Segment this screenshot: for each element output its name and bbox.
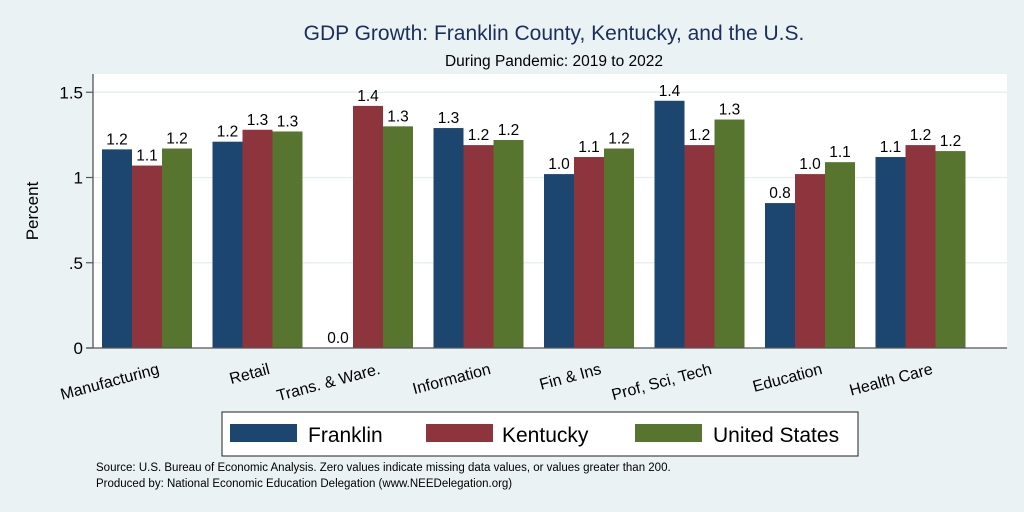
bar-franklin — [433, 128, 464, 348]
data-label: 1.2 — [468, 127, 490, 144]
data-label: 1.1 — [578, 139, 600, 156]
bar-franklin — [544, 174, 574, 348]
chart-subtitle: During Pandemic: 2019 to 2022 — [445, 53, 663, 70]
data-label: 1.3 — [719, 102, 741, 119]
data-label: 0.0 — [327, 330, 349, 347]
y-tick-label: 1.5 — [59, 83, 83, 102]
bar-kentucky — [132, 165, 162, 348]
bar-kentucky — [684, 145, 715, 348]
bar-united-states — [604, 148, 634, 348]
bar-franklin — [654, 100, 685, 349]
data-label: 0.8 — [769, 185, 791, 202]
legend-label: Kentucky — [502, 424, 589, 447]
bar-franklin — [875, 157, 906, 348]
data-labels: 1.2 1.1 1.2 1.2 1.3 1.3 0.0 1.4 1.3 1.3 1.2 1.2 1.0 1… — [106, 83, 961, 347]
produced-by-note: Produced by: National Economic Education… — [96, 478, 512, 490]
data-label: 1.2 — [910, 127, 932, 144]
bar-united-states — [162, 148, 192, 348]
data-label: 1.4 — [659, 83, 681, 100]
data-label: 1.2 — [106, 131, 128, 148]
legend-box — [221, 411, 859, 457]
bar-kentucky — [463, 145, 494, 348]
data-label: 1.3 — [438, 110, 460, 127]
bar-united-states — [272, 131, 303, 348]
source-note: Source: U.S. Bureau of Economic Analysis… — [96, 462, 671, 474]
y-ticks: 0 .5 1 1.5 — [59, 83, 93, 358]
bar-kentucky — [905, 145, 936, 348]
data-label: 1.3 — [247, 112, 269, 129]
legend-label: Franklin — [308, 424, 383, 447]
data-label: 1.4 — [357, 88, 379, 105]
legend: Franklin Kentucky United States — [230, 424, 839, 447]
data-label: 1.0 — [799, 156, 821, 173]
data-label: 1.2 — [608, 131, 630, 148]
y-tick-label: .5 — [69, 254, 83, 273]
data-label: 1.2 — [217, 124, 239, 141]
bar-franklin — [212, 141, 243, 348]
data-label: 1.1 — [829, 144, 851, 161]
bar-united-states — [825, 162, 855, 348]
legend-swatch-kentucky — [426, 424, 493, 442]
data-label: 1.2 — [940, 133, 962, 150]
data-label: 1.1 — [136, 148, 158, 165]
legend-swatch-franklin — [230, 424, 297, 442]
bars — [102, 100, 966, 349]
data-label: 1.3 — [387, 108, 409, 125]
bar-kentucky — [242, 129, 273, 348]
data-label: 1.2 — [498, 122, 520, 139]
data-label: 1.3 — [277, 113, 299, 130]
bar-kentucky — [353, 105, 383, 348]
bar-kentucky — [795, 174, 825, 348]
bar-franklin — [765, 203, 795, 348]
bar-united-states — [383, 126, 413, 348]
bar-franklin — [102, 149, 132, 348]
y-tick-label: 1 — [74, 169, 83, 188]
bar-united-states — [714, 119, 745, 348]
data-label: 1.2 — [689, 127, 711, 144]
data-label: 1.2 — [166, 131, 188, 148]
data-label: 1.0 — [548, 156, 570, 173]
y-tick-label: 0 — [74, 339, 83, 358]
chart-title: GDP Growth: Franklin County, Kentucky, a… — [304, 22, 805, 45]
bar-kentucky — [574, 157, 604, 348]
bar-united-states — [493, 139, 524, 348]
legend-label: United States — [713, 424, 839, 447]
bar-united-states — [935, 151, 966, 348]
y-axis-label: Percent — [23, 181, 42, 240]
legend-swatch-united-states — [635, 424, 702, 442]
data-label: 1.1 — [880, 139, 902, 156]
